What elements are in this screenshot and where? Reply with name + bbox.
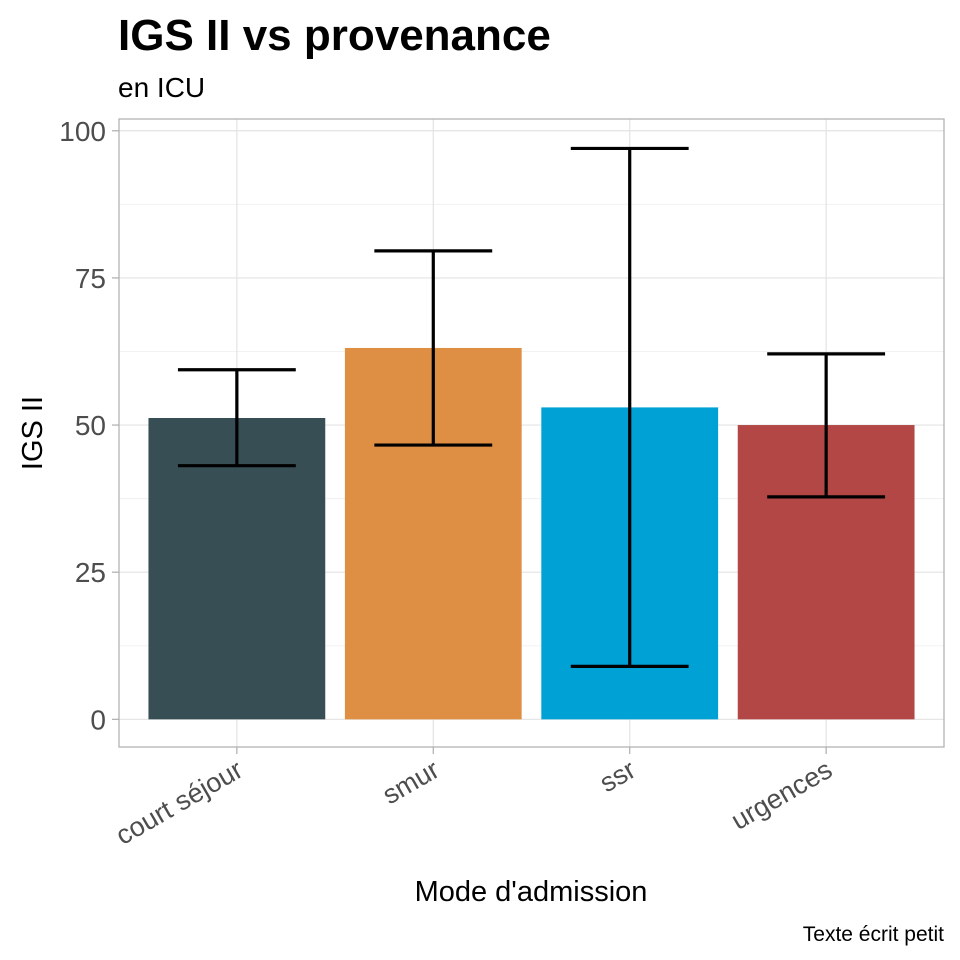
- x-axis-title: Mode d'admission: [415, 876, 648, 908]
- y-tick-label: 100: [59, 116, 106, 147]
- y-tick-label: 25: [75, 557, 106, 588]
- x-axis: court séjour smur ssr urgences: [111, 747, 837, 851]
- error-bars: [177, 146, 886, 668]
- panel-border: [118, 118, 945, 748]
- y-tick-label: 0: [90, 704, 106, 735]
- chart-subtitle: en ICU: [118, 72, 205, 103]
- chart-caption: Texte écrit petit: [803, 923, 944, 946]
- error-bar: [177, 368, 296, 468]
- bars: [148, 347, 915, 720]
- y-axis-title: IGS II: [17, 396, 49, 470]
- chart-title: IGS II vs provenance: [118, 11, 551, 60]
- x-tick-label: smur: [377, 754, 444, 810]
- x-tick-label: urgences: [726, 754, 837, 836]
- error-bar: [374, 249, 493, 447]
- y-tick-label: 75: [75, 263, 106, 294]
- x-tick-label: ssr: [595, 754, 641, 798]
- error-bar: [570, 146, 689, 668]
- x-tick-label: court séjour: [111, 754, 248, 851]
- y-axis: 0 25 50 75 100: [59, 116, 119, 735]
- bar: [148, 417, 326, 720]
- y-tick-label: 50: [75, 410, 106, 441]
- error-bar: [767, 352, 886, 499]
